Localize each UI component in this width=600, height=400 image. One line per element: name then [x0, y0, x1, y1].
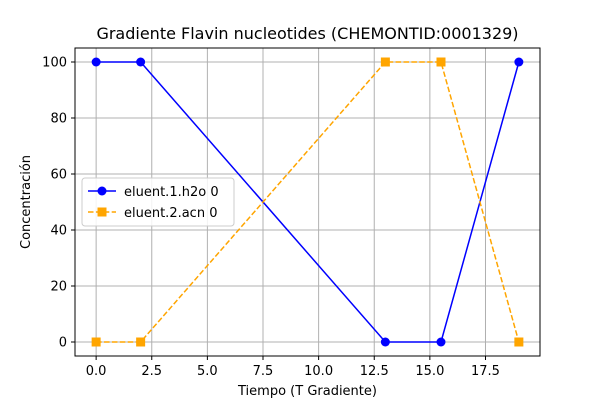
x-tick-label: 12.5: [360, 364, 389, 379]
x-ticks: 0.0 2.5 5.0 7.5 10.0 12.5 15.0 17.5: [86, 356, 500, 379]
legend-marker-eluent-1: [97, 186, 107, 196]
legend-box: [81, 177, 235, 227]
series-2-point: [514, 337, 524, 347]
legend-label-eluent-2: eluent.2.acn 0: [124, 206, 217, 221]
x-tick-label: 0.0: [86, 364, 107, 379]
series-2-point: [380, 57, 390, 67]
series-1-point: [136, 57, 146, 67]
x-axis-label: Tiempo (T Gradiente): [237, 384, 377, 399]
y-tick-label: 0: [59, 336, 67, 351]
y-tick-label: 20: [50, 280, 67, 295]
x-tick-label: 7.5: [253, 364, 274, 379]
series-2-point: [136, 337, 146, 347]
y-ticks: 0 20 40 60 80 100: [42, 56, 75, 351]
series-1-point: [91, 57, 101, 67]
y-tick-label: 80: [50, 112, 67, 127]
series-1-point: [380, 337, 390, 347]
x-tick-label: 2.5: [141, 364, 162, 379]
series-2-point: [91, 337, 101, 347]
series-1-point: [436, 337, 446, 347]
x-tick-label: 15.0: [415, 364, 444, 379]
plot-frame: [74, 47, 541, 357]
legend-marker-eluent-2: [97, 207, 107, 217]
x-tick-label: 5.0: [197, 364, 218, 379]
legend: eluent.1.h2o 0 eluent.2.acn 0: [81, 177, 235, 227]
series-2-point: [436, 57, 446, 67]
y-tick-label: 60: [50, 168, 67, 183]
chart-title: Gradiente Flavin nucleotides (CHEMONTID:…: [96, 24, 518, 43]
series-layer: [91, 57, 524, 347]
y-tick-label: 100: [42, 56, 67, 71]
x-tick-label: 17.5: [471, 364, 500, 379]
y-tick-label: 40: [50, 224, 67, 239]
series-1-point: [514, 57, 524, 67]
x-tick-label: 10.0: [304, 364, 333, 379]
y-axis-label: Concentración: [19, 155, 34, 249]
series-2-line: [96, 61, 520, 343]
legend-label-eluent-1: eluent.1.h2o 0: [124, 185, 219, 200]
